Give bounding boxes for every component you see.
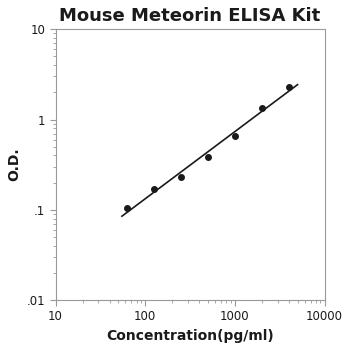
Point xyxy=(124,205,130,211)
X-axis label: Concentration(pg/ml): Concentration(pg/ml) xyxy=(106,329,274,343)
Point xyxy=(232,134,238,139)
Title: Mouse Meteorin ELISA Kit: Mouse Meteorin ELISA Kit xyxy=(60,7,321,25)
Point xyxy=(178,174,184,180)
Point xyxy=(286,84,292,90)
Point xyxy=(151,186,157,192)
Y-axis label: O.D.: O.D. xyxy=(7,148,21,182)
Point xyxy=(205,155,211,160)
Point xyxy=(259,105,265,111)
